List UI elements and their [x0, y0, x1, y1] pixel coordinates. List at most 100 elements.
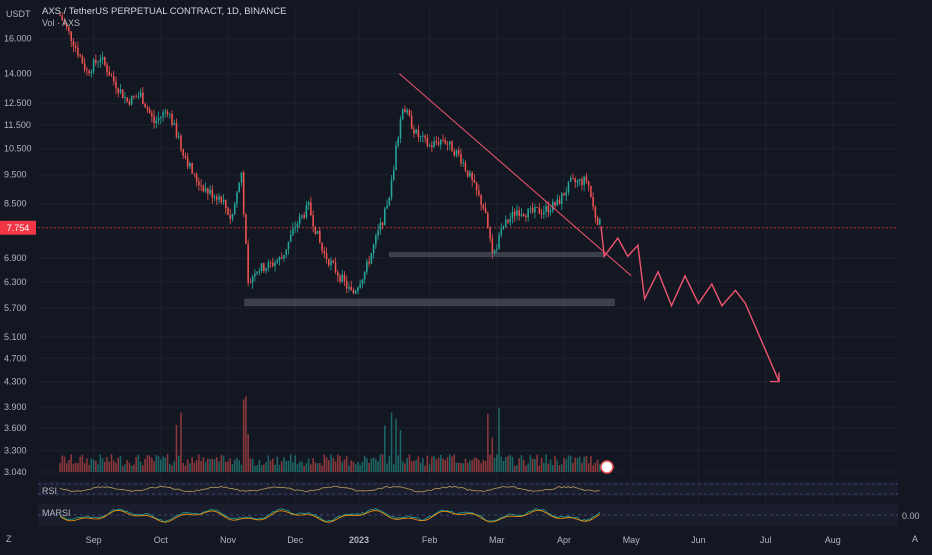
volume-bar — [97, 464, 99, 472]
volume-bar — [292, 462, 294, 472]
volume-bar — [424, 465, 426, 472]
volume-bar — [513, 465, 516, 472]
volume-bar — [545, 454, 547, 472]
candle-body — [596, 217, 599, 225]
volume-bar — [435, 459, 438, 472]
volume-bar — [211, 458, 214, 472]
volume-bar — [475, 457, 478, 472]
volume-bar — [92, 460, 95, 472]
candle-body — [298, 216, 301, 224]
candle-body — [319, 230, 321, 243]
candle-body — [509, 218, 512, 223]
candle-body — [236, 192, 238, 204]
volume-bar — [520, 455, 523, 472]
volume-bar — [184, 465, 187, 472]
time-tick-label: Aug — [825, 535, 841, 545]
candle-body — [325, 253, 328, 260]
candle-body — [332, 260, 335, 263]
volume-bar — [538, 465, 541, 472]
candle-body — [115, 81, 117, 89]
candle-body — [480, 194, 482, 205]
candle-body — [88, 70, 90, 74]
volume-bar — [106, 457, 108, 472]
volume-bar — [507, 455, 509, 472]
volume-bar — [408, 454, 411, 472]
candle-body — [157, 117, 160, 121]
projection-arrow-head — [770, 372, 780, 383]
candle-body — [227, 208, 229, 215]
candle-body — [92, 59, 95, 72]
candle-body — [130, 95, 133, 105]
volume-bar — [453, 454, 456, 472]
candle-body — [117, 88, 120, 93]
volume-bar — [549, 459, 552, 472]
volume-bar — [189, 463, 191, 472]
candle-body — [294, 227, 296, 229]
candle-body — [410, 115, 413, 129]
volume-bar — [224, 461, 227, 472]
volume-bar — [399, 430, 402, 472]
volume-bar — [70, 454, 72, 472]
candle-body — [491, 238, 494, 254]
support-zone — [244, 298, 615, 307]
marsi-label: MARSI — [42, 508, 71, 518]
volume-bar — [101, 458, 104, 472]
rsi-background — [38, 482, 898, 496]
candle-body — [292, 228, 294, 235]
candle-body — [77, 47, 79, 56]
candle-body — [305, 205, 308, 218]
candle-body — [59, 15, 61, 17]
volume-bar — [77, 463, 79, 472]
candle-body — [321, 242, 323, 251]
time-tick-label: Dec — [287, 535, 304, 545]
candle-body — [549, 210, 552, 213]
corner-a[interactable]: A — [912, 534, 919, 544]
candle-body — [392, 170, 395, 181]
volume-bar — [130, 465, 133, 472]
candle-body — [68, 27, 70, 32]
volume-bar — [296, 463, 299, 472]
volume-bar — [283, 457, 285, 472]
price-tick-label: 5.700 — [4, 303, 27, 313]
candle-body — [101, 56, 104, 60]
volume-bar — [560, 464, 563, 472]
candle-body — [151, 113, 153, 117]
candle-body — [379, 222, 382, 231]
volume-bar — [581, 462, 583, 472]
volume-bar — [285, 460, 288, 472]
candle-body — [554, 201, 556, 206]
volume-bar — [596, 459, 599, 472]
candle-body — [99, 59, 102, 63]
volume-bar — [392, 464, 395, 472]
candle-body — [310, 202, 312, 216]
candle-body — [153, 116, 155, 124]
volume-bar — [509, 454, 512, 472]
volume-bar — [419, 462, 422, 472]
candle-body — [276, 260, 279, 263]
candle-body — [106, 64, 108, 73]
candle-body — [534, 206, 536, 213]
candle-body — [433, 141, 435, 148]
candle-body — [493, 250, 496, 254]
candle-body — [312, 215, 314, 227]
volume-bar — [256, 465, 258, 472]
volume-bar — [115, 462, 117, 472]
volume-bar — [478, 459, 480, 472]
candle-body — [440, 139, 442, 145]
volume-bar — [379, 454, 382, 472]
candle-body — [108, 72, 111, 76]
candle-body — [444, 139, 447, 144]
candle-body — [83, 63, 86, 70]
candle-body — [451, 141, 453, 152]
candle-body — [563, 193, 565, 196]
volume-bar — [198, 454, 200, 472]
price-tick-label: 12.500 — [4, 98, 32, 108]
marsi-line-fast — [59, 508, 601, 523]
candle-body — [348, 287, 350, 289]
corner-z[interactable]: Z — [6, 534, 12, 544]
candle-body — [592, 196, 594, 207]
candle-body — [599, 219, 601, 225]
candle-body — [462, 162, 464, 164]
